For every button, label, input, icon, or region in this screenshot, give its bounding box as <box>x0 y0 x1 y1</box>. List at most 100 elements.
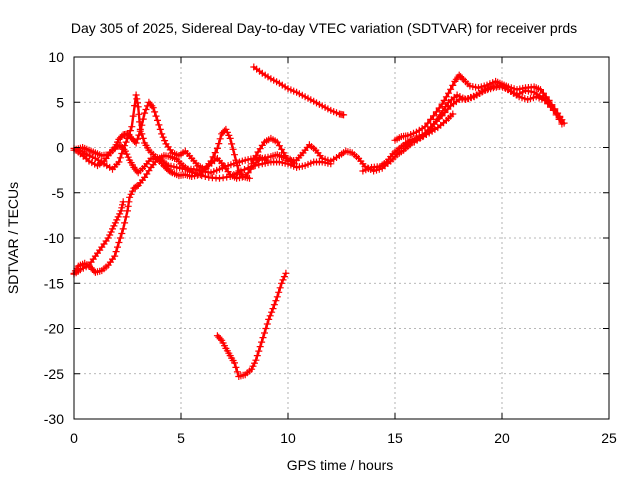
data-point-marker <box>282 269 290 277</box>
data-point-marker <box>121 219 129 227</box>
y-tick-label: 5 <box>56 94 64 110</box>
data-point-marker <box>256 343 264 351</box>
data-point-marker <box>149 104 157 112</box>
y-tick-label: -30 <box>44 411 64 427</box>
x-tick-label: 25 <box>601 430 617 446</box>
data-point-marker <box>109 225 116 233</box>
data-point-marker <box>114 213 122 221</box>
y-tick-label: -10 <box>44 230 64 246</box>
data-point-marker <box>430 112 437 120</box>
data-point-marker <box>107 228 115 236</box>
data-point-marker <box>263 320 271 328</box>
series-track-7 <box>391 71 568 144</box>
data-point-marker <box>432 108 440 116</box>
data-point-marker <box>263 156 271 164</box>
data-point-marker <box>547 101 555 109</box>
data-point-marker <box>139 115 147 123</box>
tick-layer: 0 5 10 15 20 25 -30 -25 -20 -15 -10 -5 0 5 10 <box>44 49 617 446</box>
data-point-marker <box>233 368 241 376</box>
data-point-marker <box>118 230 126 237</box>
data-point-marker <box>248 365 256 373</box>
data-point-marker <box>556 114 564 122</box>
data-point-marker <box>241 173 249 180</box>
data-point-marker <box>280 273 288 281</box>
data-point-marker <box>275 288 283 296</box>
series-track-6 <box>248 82 566 175</box>
data-point-marker <box>124 153 132 161</box>
data-point-marker <box>104 234 112 242</box>
data-point-marker <box>119 225 127 233</box>
data-point-marker <box>115 239 123 246</box>
data-point-marker <box>424 119 432 127</box>
data-point-marker <box>119 201 126 209</box>
data-point-marker <box>119 198 127 206</box>
data-point-marker <box>449 110 457 118</box>
data-point-marker <box>252 152 260 160</box>
data-point-marker <box>129 187 136 195</box>
y-axis-label: SDTVAR / TECUs <box>5 182 21 294</box>
data-point-marker <box>268 308 276 316</box>
x-tick-label: 5 <box>177 430 185 446</box>
data-point-marker <box>427 115 435 123</box>
data-point-marker <box>118 204 126 212</box>
data-point-marker <box>123 150 131 158</box>
data-point-marker <box>114 243 121 251</box>
data-point-marker <box>226 134 234 142</box>
data-point-marker <box>209 153 217 161</box>
data-point-marker <box>134 103 142 111</box>
data-point-marker <box>129 112 137 120</box>
data-point-marker <box>112 248 120 256</box>
data-point-marker <box>560 119 568 127</box>
data-point-marker <box>151 108 159 116</box>
chart-title: Day 305 of 2025, Sidereal Day-to-day VTE… <box>71 20 577 36</box>
data-point-marker <box>278 279 286 287</box>
data-point-marker <box>136 127 144 135</box>
data-point-marker <box>158 130 166 138</box>
x-tick-label: 15 <box>387 430 403 446</box>
series-track-9 <box>250 63 348 119</box>
series-line <box>72 200 125 276</box>
data-point-marker <box>278 145 286 153</box>
data-point-marker <box>442 93 450 101</box>
y-tick-label: -5 <box>52 185 65 201</box>
series-track-5 <box>70 142 271 182</box>
data-point-marker <box>440 96 448 104</box>
data-point-marker <box>113 216 121 224</box>
data-point-marker <box>447 85 455 93</box>
data-point-marker <box>122 213 130 221</box>
data-point-marker <box>265 315 273 323</box>
data-point-marker <box>233 162 241 170</box>
grid-layer <box>74 57 609 419</box>
data-point-marker <box>133 182 141 190</box>
data-point-marker <box>273 138 281 146</box>
data-point-marker <box>124 202 132 210</box>
data-point-marker <box>439 107 447 115</box>
data-point-marker <box>139 134 147 142</box>
data-point-marker <box>273 293 281 301</box>
x-tick-label: 20 <box>494 430 510 446</box>
data-point-marker <box>433 115 441 123</box>
data-point-marker <box>231 151 238 159</box>
series-line <box>252 65 345 117</box>
data-point-marker <box>231 359 238 367</box>
data-point-marker <box>213 144 221 152</box>
data-point-marker <box>142 106 150 113</box>
data-point-marker <box>216 135 224 143</box>
data-point-marker <box>247 165 255 173</box>
data-point-marker <box>248 160 256 168</box>
data-point-marker <box>279 276 287 284</box>
data-point-marker <box>537 86 544 94</box>
data-point-marker <box>251 359 258 367</box>
data-point-marker <box>106 231 114 239</box>
data-point-marker <box>272 297 280 305</box>
data-point-marker <box>215 140 223 148</box>
data-point-marker <box>244 169 252 177</box>
data-point-marker <box>132 91 140 99</box>
data-point-marker <box>128 123 136 131</box>
data-point-marker <box>421 123 429 131</box>
data-point-marker <box>246 174 253 182</box>
data-point-marker <box>167 168 175 176</box>
data-point-marker <box>225 131 233 139</box>
series-track-11 <box>359 110 457 175</box>
y-tick-label: -20 <box>44 321 64 337</box>
